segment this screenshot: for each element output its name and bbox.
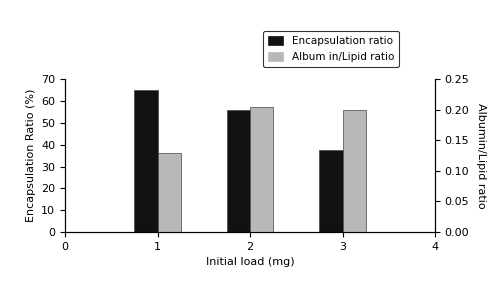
Bar [250, 107, 273, 232]
Bar [134, 90, 158, 232]
Bar [227, 110, 250, 232]
Bar [320, 150, 342, 232]
Legend: Encapsulation ratio, Album in/Lipid ratio: Encapsulation ratio, Album in/Lipid rati… [262, 31, 400, 67]
Bar [342, 110, 365, 232]
Y-axis label: Encapsulation Ratio (%): Encapsulation Ratio (%) [26, 89, 36, 222]
Bar [158, 153, 180, 232]
Y-axis label: Albumin/Lipid ratio: Albumin/Lipid ratio [476, 103, 486, 209]
X-axis label: Initial load (mg): Initial load (mg) [206, 257, 294, 267]
